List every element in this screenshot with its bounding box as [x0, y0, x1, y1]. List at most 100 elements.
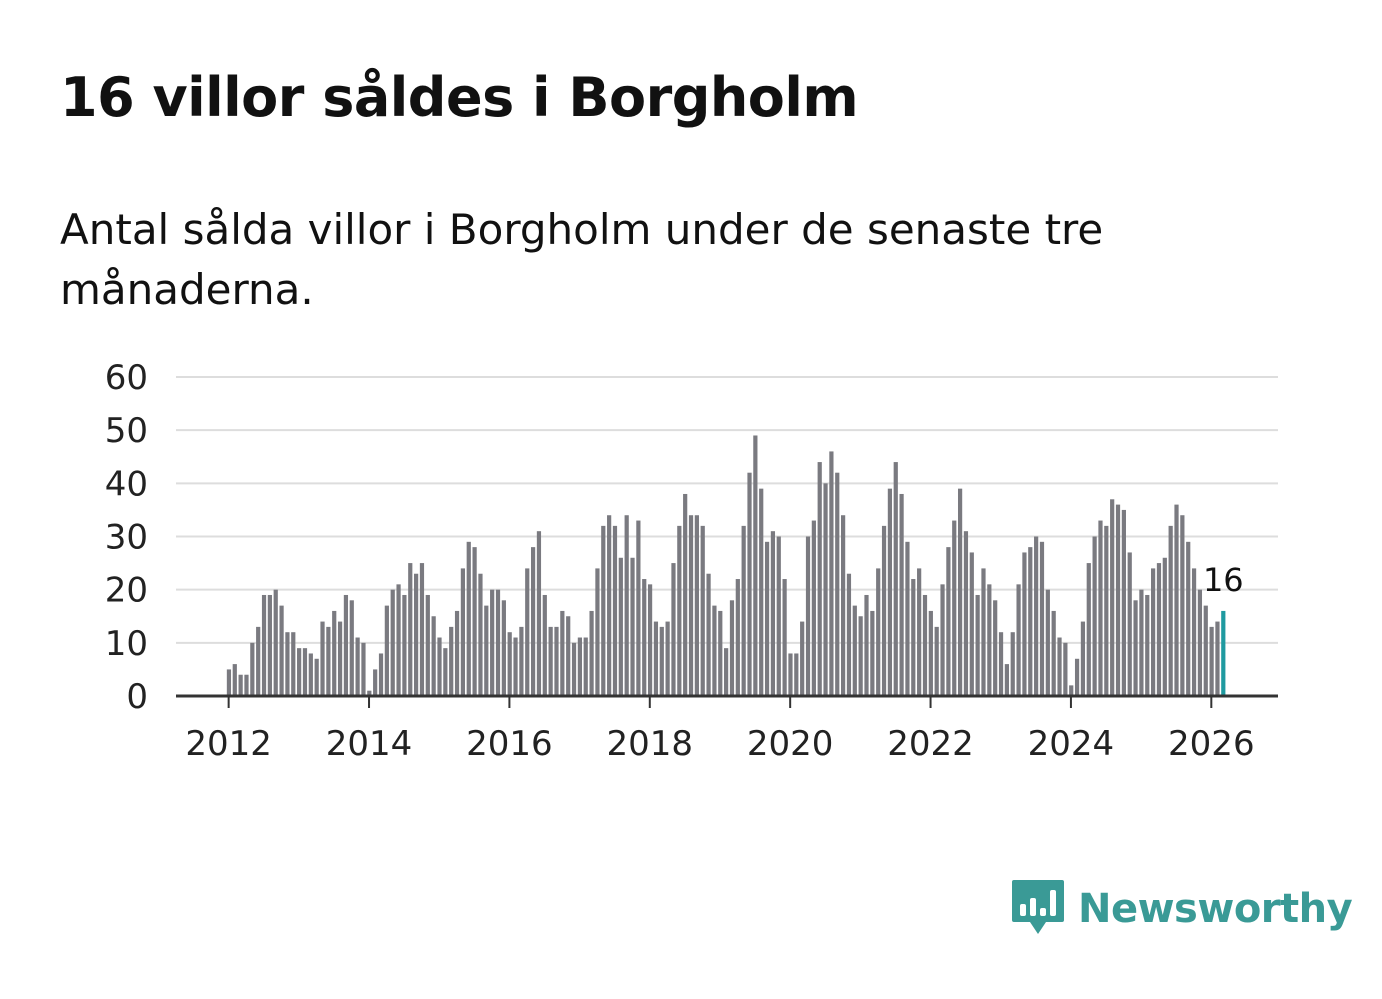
y-tick-label: 0 — [126, 677, 148, 717]
bar — [1086, 563, 1091, 696]
bar — [1057, 637, 1062, 696]
bar — [583, 637, 588, 696]
bar — [308, 653, 313, 696]
bar — [928, 610, 933, 696]
y-tick-label: 30 — [105, 518, 148, 558]
bar — [647, 584, 653, 696]
bar — [683, 493, 688, 696]
chart-title: 16 villor såldes i Borgholm — [60, 66, 859, 129]
bar — [805, 536, 811, 696]
bar — [794, 653, 799, 696]
bar — [659, 626, 664, 696]
bar — [952, 520, 957, 696]
x-tick-label: 2022 — [887, 724, 974, 764]
bar — [1115, 504, 1121, 696]
bar — [560, 610, 565, 696]
bar — [454, 610, 460, 696]
bar — [1162, 557, 1167, 696]
bar — [367, 690, 372, 696]
bar — [1016, 584, 1021, 696]
bar — [852, 605, 857, 696]
bar — [735, 579, 740, 696]
bar — [238, 674, 243, 696]
bar — [226, 669, 232, 696]
bar — [776, 536, 781, 696]
bar — [571, 642, 577, 696]
y-tick-label: 50 — [105, 411, 148, 451]
bar — [706, 573, 711, 696]
bar — [472, 547, 477, 696]
x-tick-label: 2026 — [1168, 724, 1255, 764]
x-tick-label: 2024 — [1028, 724, 1115, 764]
bar — [922, 594, 928, 696]
bar — [566, 616, 571, 696]
bar — [724, 648, 729, 696]
bar — [273, 589, 278, 696]
bar — [700, 525, 705, 696]
bar-highlight — [1221, 610, 1226, 696]
bar — [1110, 499, 1115, 696]
bar — [542, 594, 547, 696]
bar — [232, 664, 237, 696]
bar — [1063, 642, 1068, 696]
bar — [987, 584, 992, 696]
brand-name: Newsworthy — [1078, 886, 1353, 932]
bar — [1203, 605, 1208, 696]
bar — [940, 584, 945, 696]
bar — [841, 515, 846, 696]
newsworthy-logo: Newsworthy — [1010, 878, 1353, 940]
bar — [484, 605, 489, 696]
bar — [297, 648, 302, 696]
bar — [1069, 685, 1074, 696]
bar — [495, 589, 501, 696]
bar — [408, 563, 413, 696]
bar — [1191, 568, 1197, 696]
bar — [501, 600, 506, 696]
bar — [431, 616, 436, 696]
bar — [425, 594, 430, 696]
bar — [905, 541, 910, 696]
bar — [993, 600, 998, 696]
bar — [256, 626, 261, 696]
bar — [881, 525, 887, 696]
bar — [349, 600, 354, 696]
bar — [384, 605, 389, 696]
bar — [267, 594, 272, 696]
bar — [642, 579, 647, 696]
chart-subtitle: Antal sålda villor i Borgholm under de s… — [60, 205, 1104, 314]
bar — [975, 594, 980, 696]
bar — [490, 589, 495, 696]
bar — [753, 435, 758, 696]
bar — [478, 573, 483, 696]
bar — [788, 653, 793, 696]
bar — [846, 573, 852, 696]
bar — [671, 563, 676, 696]
bar — [1045, 589, 1050, 696]
bar — [279, 605, 284, 696]
bar — [630, 557, 635, 696]
bar — [759, 488, 764, 696]
bar-chart-speech-bubble-icon — [1010, 878, 1066, 940]
bar — [1151, 568, 1156, 696]
bar — [876, 568, 881, 696]
bar — [320, 621, 325, 696]
bar — [1145, 594, 1150, 696]
bar — [893, 462, 898, 696]
bar — [618, 557, 623, 696]
bar — [449, 626, 454, 696]
bar — [817, 462, 822, 696]
bar — [653, 621, 659, 696]
bars — [226, 435, 1226, 696]
bar — [507, 632, 512, 696]
bar — [811, 520, 816, 696]
y-tick-label: 60 — [105, 358, 148, 398]
y-tick-label: 10 — [105, 624, 148, 664]
bar — [1004, 664, 1009, 696]
bar — [829, 451, 834, 696]
x-tick-label: 2018 — [607, 724, 694, 764]
bar — [1022, 552, 1027, 696]
bar — [694, 515, 699, 696]
bar — [712, 605, 717, 696]
bar — [782, 579, 787, 696]
x-tick-label: 2014 — [326, 724, 413, 764]
